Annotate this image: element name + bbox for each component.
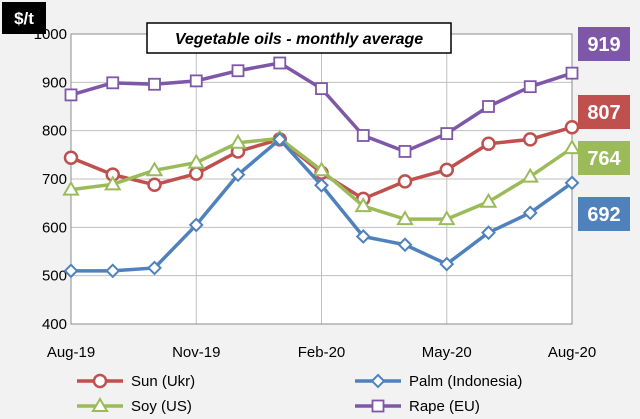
y-tick-label: 600	[42, 219, 67, 236]
data-point-marker	[521, 167, 539, 183]
legend-label: Palm (Indonesia)	[409, 373, 522, 390]
data-point-marker	[371, 399, 385, 413]
end-label-value: 807	[587, 102, 620, 124]
end-label-value: 764	[587, 148, 621, 170]
x-tick-label: Nov-19	[172, 344, 220, 361]
data-point-marker	[355, 229, 371, 244]
data-point-marker	[92, 373, 108, 389]
series-palm	[63, 131, 580, 279]
unit-label-background	[2, 2, 46, 34]
data-point-marker	[438, 210, 456, 226]
series-layer	[62, 56, 581, 279]
data-point-marker	[398, 145, 412, 158]
y-tick-label: 700	[42, 171, 67, 188]
legend-label: Rape (EU)	[409, 398, 480, 415]
data-point-marker	[106, 76, 120, 90]
y-tick-label: 900	[42, 74, 67, 91]
data-point-marker	[440, 127, 454, 140]
legend: Sun (Ukr) Palm (Indonesia) Soy (US) Rape (E…	[77, 373, 522, 415]
data-point-marker	[370, 373, 386, 389]
y-tick-label: 800	[42, 123, 67, 140]
data-point-marker	[63, 263, 79, 279]
data-point-marker	[91, 397, 109, 412]
unit-label: $/t	[14, 9, 34, 28]
data-point-marker	[62, 180, 80, 196]
data-point-marker	[187, 153, 205, 169]
end-label-palm: 692	[578, 197, 630, 231]
y-tick-label: 500	[42, 268, 67, 285]
data-point-marker	[315, 82, 328, 96]
end-label-value: 692	[587, 204, 620, 226]
data-point-marker	[147, 260, 162, 276]
data-point-marker	[481, 225, 496, 241]
data-point-marker	[396, 210, 414, 226]
x-tick-label: May-20	[422, 344, 472, 361]
data-point-marker	[439, 162, 454, 178]
unit-label-box: $/t	[2, 2, 46, 34]
data-point-marker	[354, 197, 372, 213]
x-tick-label: Aug-19	[47, 344, 95, 361]
data-point-marker	[314, 177, 329, 193]
end-label-rape: 919	[578, 27, 630, 61]
data-point-marker	[148, 77, 161, 91]
data-point-marker	[189, 166, 204, 181]
legend-item-soy: Soy (US)	[77, 397, 192, 415]
data-point-marker	[522, 205, 538, 221]
data-point-marker	[229, 133, 247, 149]
data-point-marker	[564, 175, 580, 191]
data-point-marker	[565, 66, 579, 80]
data-point-marker	[564, 120, 580, 135]
data-point-marker	[312, 161, 331, 177]
legend-item-rape: Rape (EU)	[355, 398, 480, 415]
legend-item-sun: Sun (Ukr)	[77, 373, 195, 390]
series-rape	[64, 56, 579, 158]
data-point-marker	[189, 74, 203, 88]
legend-label: Soy (US)	[131, 398, 192, 415]
end-label-soy: 764	[578, 141, 630, 175]
data-point-marker	[104, 175, 122, 191]
data-point-marker	[273, 56, 287, 70]
chart-title: Vegetable oils - monthly average	[175, 31, 423, 48]
end-label-background	[578, 95, 630, 129]
end-value-labels: 919 807 764 692	[578, 27, 630, 231]
data-point-marker	[145, 161, 164, 177]
end-label-background	[578, 27, 630, 61]
data-point-marker	[63, 150, 79, 165]
data-point-marker	[105, 263, 121, 279]
data-point-marker	[523, 80, 537, 94]
data-point-marker	[231, 64, 245, 78]
data-point-marker	[64, 88, 78, 102]
x-axis-ticks: Aug-19 Nov-19 Feb-20 May-20 Aug-20	[47, 344, 596, 361]
data-point-marker	[563, 139, 581, 155]
data-point-marker	[272, 131, 288, 147]
data-point-marker	[230, 167, 246, 183]
data-point-marker	[356, 129, 370, 142]
data-point-marker	[397, 237, 413, 253]
data-point-marker	[479, 192, 498, 208]
data-point-marker	[147, 177, 162, 193]
end-label-sun: 807	[578, 95, 630, 129]
series-soy	[62, 129, 581, 226]
y-tick-label: 400	[42, 316, 67, 333]
end-label-background	[578, 197, 630, 231]
end-label-value: 919	[587, 34, 620, 56]
data-point-marker	[482, 100, 495, 113]
data-point-marker	[523, 132, 538, 147]
legend-item-palm: Palm (Indonesia)	[355, 373, 522, 390]
x-tick-label: Aug-20	[548, 344, 596, 361]
data-point-marker	[439, 256, 455, 272]
chart-title-box: Vegetable oils - monthly average	[146, 22, 452, 54]
data-point-marker	[397, 174, 413, 189]
end-label-background	[578, 141, 630, 175]
legend-label: Sun (Ukr)	[131, 373, 195, 390]
data-point-marker	[188, 217, 204, 233]
chart-title-background	[146, 22, 452, 54]
x-tick-label: Feb-20	[298, 344, 346, 361]
data-point-marker	[481, 136, 496, 151]
